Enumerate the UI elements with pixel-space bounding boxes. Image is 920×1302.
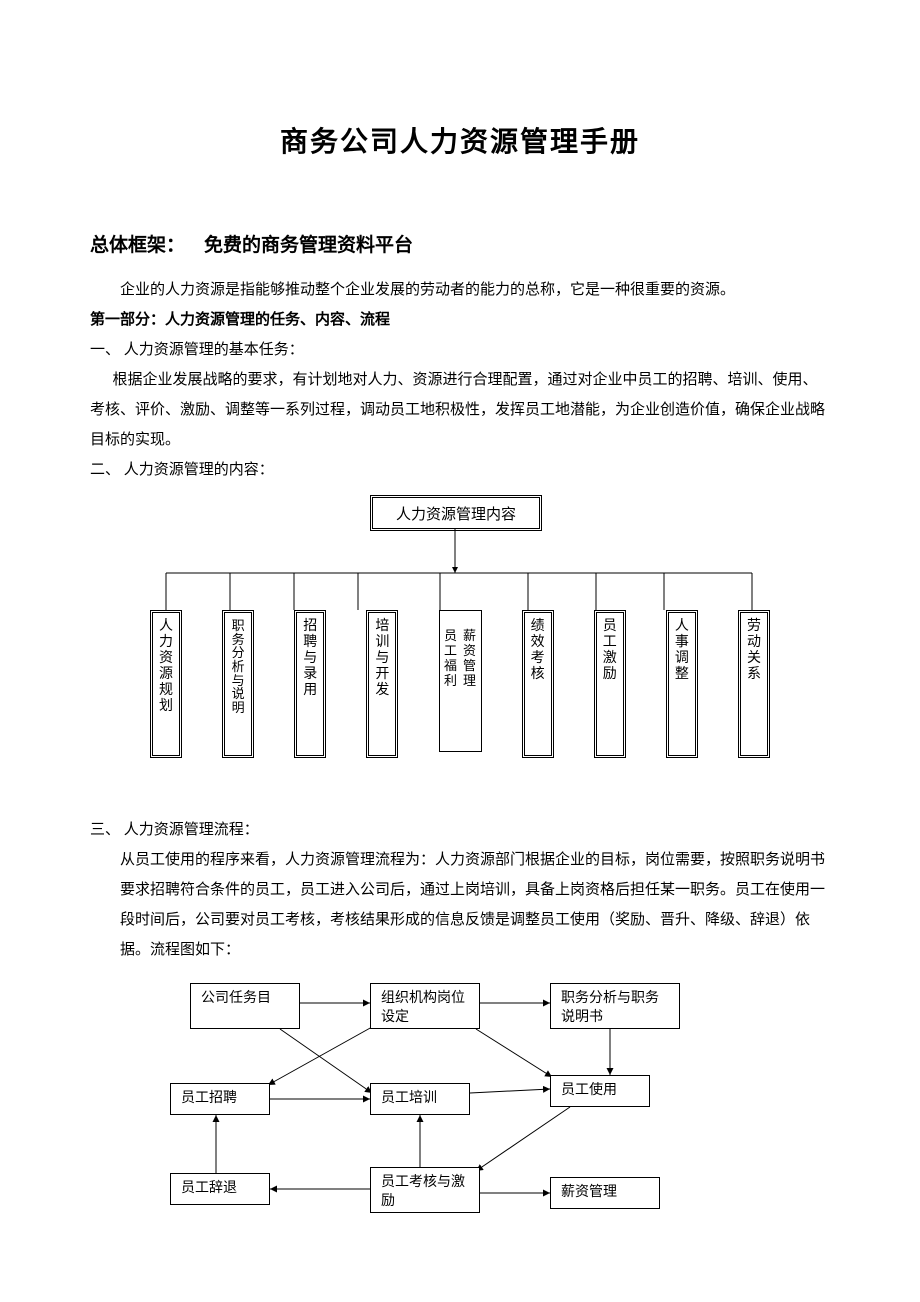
tree-leaf-box: 员 工 激 励 (594, 610, 626, 758)
tree-leaf-inner-border (152, 612, 180, 756)
tree-leaf-col-left: 员 工 福 利 (442, 613, 460, 749)
flow-box-b8: 员工考核与激励 (370, 1167, 480, 1213)
tree-leaf-inner-border (368, 612, 396, 756)
tree-leaves-row: 人 力 资 源 规 划职 务 分 析 与 说 明招 聘 与 录 用培 训 与 开… (150, 610, 770, 758)
document-title: 商务公司人力资源管理手册 (90, 120, 830, 160)
tree-leaf-box: 绩 效 考 核 (522, 610, 554, 758)
tree-leaf: 人 力 资 源 规 划 (150, 610, 182, 758)
tree-leaf: 人 事 调 整 (666, 610, 698, 758)
tree-leaf-box: 招 聘 与 录 用 (294, 610, 326, 758)
tree-root-label: 人力资源管理内容 (396, 503, 516, 524)
tree-leaf-inner-border (296, 612, 324, 756)
framework-label: 总体框架： (90, 235, 185, 256)
flow-arrow (268, 1027, 372, 1085)
section3-heading: 三、 人力资源管理流程： (90, 815, 830, 845)
tree-leaf-inner-border (524, 612, 552, 756)
section2-heading: 二、 人力资源管理的内容： (90, 455, 830, 485)
flow-box-b1: 公司任务目 (190, 983, 300, 1029)
flow-box-b3: 职务分析与职务说明书 (550, 983, 680, 1029)
flow-arrow (476, 1107, 570, 1171)
flow-arrow (476, 1029, 552, 1077)
tree-leaf: 培 训 与 开 发 (366, 610, 398, 758)
tree-leaf-box: 职 务 分 析 与 说 明 (222, 610, 254, 758)
section1-body: 根据企业发展战略的要求，有计划地对人力、资源进行合理配置，通过对企业中员工的招聘… (90, 365, 830, 455)
flow-arrow (280, 1029, 372, 1093)
framework-subtitle: 免费的商务管理资料平台 (204, 235, 413, 256)
flow-box-b4: 员工招聘 (170, 1083, 270, 1115)
part1-heading: 第一部分：人力资源管理的任务、内容、流程 (90, 305, 830, 335)
tree-leaf-inner-border (224, 612, 252, 756)
tree-leaf: 员 工 福 利薪 资 管 理 (439, 610, 482, 758)
tree-leaf: 职 务 分 析 与 说 明 (222, 610, 254, 758)
hr-process-flowchart: 公司任务目 组织机构岗位设定 职务分析与职务说明书员工招聘 员工培训 员工使用员工辞退 员… (150, 983, 710, 1223)
document-page: 商务公司人力资源管理手册 总体框架： 免费的商务管理资料平台 企业的人力资源是指… (0, 0, 920, 1302)
tree-leaf: 招 聘 与 录 用 (294, 610, 326, 758)
tree-leaf: 员 工 激 励 (594, 610, 626, 758)
tree-leaf-col-right: 薪 资 管 理 (461, 613, 479, 749)
flow-box-b2: 组织机构岗位设定 (370, 983, 480, 1029)
framework-heading: 总体框架： 免费的商务管理资料平台 (90, 230, 830, 257)
tree-leaf: 绩 效 考 核 (522, 610, 554, 758)
hr-content-tree: 人力资源管理内容 人 力 资 源 规 (150, 495, 770, 795)
tree-leaf-inner-border (596, 612, 624, 756)
tree-leaf-pair: 员 工 福 利薪 资 管 理 (439, 610, 482, 752)
flow-arrow (470, 1089, 550, 1093)
tree-leaf-box: 培 训 与 开 发 (366, 610, 398, 758)
tree-leaf-box: 人 事 调 整 (666, 610, 698, 758)
intro-paragraph: 企业的人力资源是指能够推动整个企业发展的劳动者的能力的总称，它是一种很重要的资源… (90, 275, 830, 305)
tree-root-box: 人力资源管理内容 (370, 495, 542, 531)
flow-box-b9: 薪资管理 (550, 1177, 660, 1209)
flow-box-b7: 员工辞退 (170, 1173, 270, 1205)
tree-leaf-inner-border (668, 612, 696, 756)
tree-leaf-box: 劳 动 关 系 (738, 610, 770, 758)
tree-leaf-box: 人 力 资 源 规 划 (150, 610, 182, 758)
flow-box-b6: 员工使用 (550, 1075, 650, 1107)
flow-box-b5: 员工培训 (370, 1083, 470, 1115)
tree-leaf-inner-border (740, 612, 768, 756)
tree-leaf: 劳 动 关 系 (738, 610, 770, 758)
section3-body: 从员工使用的程序来看，人力资源管理流程为：人力资源部门根据企业的目标，岗位需要，… (90, 845, 830, 965)
section1-heading: 一、 人力资源管理的基本任务： (90, 335, 830, 365)
